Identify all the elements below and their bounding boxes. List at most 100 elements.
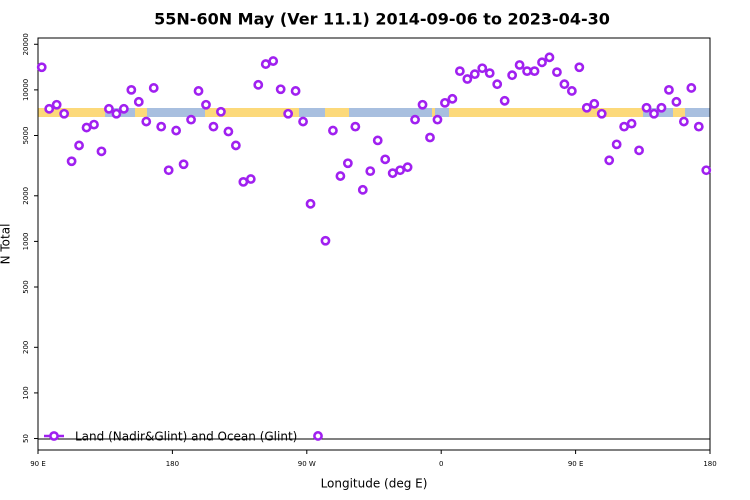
- y-tick-label: 20000: [22, 33, 30, 55]
- point: [402, 162, 413, 173]
- point: [201, 99, 211, 110]
- point: [410, 114, 420, 125]
- point: [619, 121, 630, 132]
- point: [686, 83, 697, 93]
- point: [59, 108, 70, 119]
- x-axis-label: Longitude (deg E): [321, 477, 428, 491]
- point: [104, 103, 114, 114]
- point: [118, 103, 129, 114]
- point: [365, 166, 376, 177]
- point: [693, 121, 704, 132]
- point: [634, 145, 644, 156]
- point: [395, 165, 406, 176]
- point: [492, 79, 503, 90]
- chart-title: 55N-60N May (Ver 11.1) 2014-09-06 to 202…: [154, 10, 610, 29]
- x-tick-label: 90 W: [298, 460, 316, 468]
- point: [163, 165, 174, 176]
- point: [462, 74, 473, 84]
- point: [96, 146, 107, 157]
- point: [186, 114, 196, 125]
- point: [74, 140, 84, 151]
- point: [238, 176, 249, 187]
- point: [432, 114, 443, 125]
- point: [484, 68, 495, 79]
- point: [372, 135, 383, 146]
- point: [447, 93, 458, 104]
- y-axis-label: N Total: [0, 224, 13, 265]
- point: [320, 235, 331, 246]
- point: [499, 95, 510, 106]
- y-tick-label: 10000: [22, 79, 30, 101]
- point: [342, 158, 353, 169]
- point: [417, 99, 428, 110]
- point: [514, 60, 525, 70]
- point: [589, 98, 600, 109]
- point: [156, 121, 167, 132]
- point: [148, 83, 159, 93]
- point: [537, 57, 547, 68]
- point: [126, 84, 137, 95]
- point: [335, 171, 346, 181]
- point: [544, 52, 555, 63]
- point: [425, 132, 435, 143]
- point: [178, 159, 189, 170]
- y-tick-label: 5000: [22, 127, 30, 145]
- point: [350, 121, 361, 132]
- point: [507, 70, 518, 81]
- point: [328, 125, 338, 136]
- point: [133, 96, 144, 107]
- point: [36, 62, 47, 73]
- point: [552, 67, 562, 78]
- point: [111, 108, 122, 119]
- point: [141, 116, 152, 127]
- point: [656, 102, 667, 113]
- land-ocean-band: [38, 108, 710, 117]
- point: [387, 168, 398, 179]
- point: [477, 63, 488, 74]
- point: [664, 84, 674, 95]
- point: [596, 108, 607, 119]
- point: [611, 139, 622, 150]
- point: [89, 119, 99, 130]
- point: [559, 79, 570, 90]
- point: [51, 99, 62, 110]
- point: [305, 198, 316, 209]
- point: [193, 86, 204, 96]
- point: [581, 102, 592, 113]
- x-tick-label: 180: [166, 460, 179, 468]
- point: [649, 108, 659, 119]
- legend-label: Land (Nadir&Glint) and Ocean (Glint): [75, 430, 297, 444]
- plot-frame: [37, 37, 711, 451]
- point: [671, 96, 682, 107]
- point: [216, 106, 226, 117]
- y-tick-label: 2000: [22, 187, 30, 205]
- y-tick-label: 1000: [22, 232, 30, 250]
- point: [313, 431, 323, 441]
- point: [566, 86, 577, 96]
- point: [604, 155, 615, 166]
- x-tick-label: 90 E: [568, 460, 584, 468]
- point: [208, 121, 219, 132]
- point: [701, 165, 712, 176]
- x-tick-label: 0: [439, 460, 443, 468]
- point: [298, 116, 308, 127]
- y-tick-label: 200: [22, 341, 30, 354]
- point: [81, 122, 92, 133]
- y-tick-label: 50: [22, 434, 30, 443]
- point: [223, 126, 234, 137]
- point: [230, 140, 241, 151]
- point: [440, 97, 450, 108]
- point: [357, 184, 368, 195]
- point: [290, 86, 301, 96]
- y-tick-label: 100: [22, 386, 30, 399]
- point: [522, 66, 532, 77]
- legend-marker: [49, 431, 59, 441]
- point: [469, 69, 480, 80]
- point: [44, 103, 55, 114]
- point: [626, 118, 637, 129]
- point: [283, 108, 294, 119]
- point: [641, 102, 652, 113]
- y-tick-label: 500: [22, 280, 30, 293]
- point: [66, 156, 77, 167]
